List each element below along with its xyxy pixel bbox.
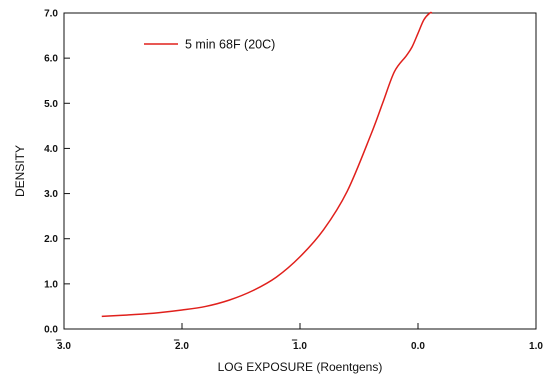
y-tick-label: 7.0: [44, 9, 58, 20]
y-tick-label: 5.0: [44, 99, 58, 110]
y-tick-label: 4.0: [44, 144, 58, 155]
y-axis-title: DENSITY: [13, 145, 27, 197]
legend-label: 5 min 68F (20C): [185, 38, 275, 52]
y-tick-label: 2.0: [44, 234, 58, 245]
x-tick-label: 3.0: [57, 341, 71, 352]
series-group: [101, 11, 433, 318]
y-tick-label: 3.0: [44, 189, 58, 200]
x-tick-label: 2.0: [175, 341, 189, 352]
legend: 5 min 68F (20C): [144, 38, 275, 52]
y-tick-label: 1.0: [44, 279, 58, 290]
y-axis: 0.0 1.0 2.0 3.0 4.0 5.0 6.0 7.0: [44, 9, 70, 336]
x-axis-title: LOG EXPOSURE (Roentgens): [218, 360, 383, 374]
x-tick-label: 0.0: [411, 341, 425, 352]
x-axis: 3.0 2.0 1.0 0.0 1.0: [55, 323, 543, 352]
plot-frame: [63, 12, 537, 330]
x-tick-label: 1.0: [293, 341, 307, 352]
y-tick-label: 0.0: [44, 325, 58, 336]
y-tick-label: 6.0: [44, 54, 58, 65]
x-tick-label: 1.0: [529, 341, 543, 352]
series-line-0: [101, 11, 433, 318]
